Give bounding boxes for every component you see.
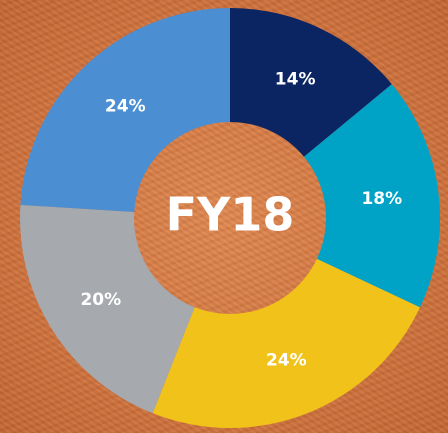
value-label: 14% xyxy=(275,70,316,90)
donut-slice xyxy=(152,258,421,428)
value-label: 18% xyxy=(361,189,402,209)
center-label: FY18 xyxy=(166,188,295,242)
donut-slice xyxy=(20,204,195,414)
donut-slice xyxy=(20,8,231,212)
value-label: 20% xyxy=(80,290,121,310)
value-label: 24% xyxy=(266,350,307,370)
donut-slice xyxy=(303,84,441,308)
value-label: 24% xyxy=(105,96,146,116)
donut-slice xyxy=(230,8,392,157)
